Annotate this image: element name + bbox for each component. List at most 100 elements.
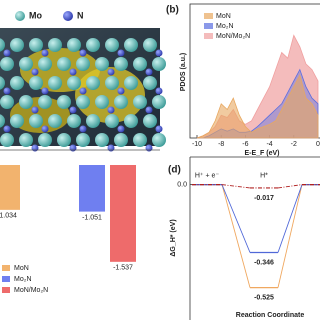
n-atom [145,144,153,152]
n-atom [107,106,115,114]
mo-atom [19,133,33,147]
legend-label: Mo₂N [14,276,32,283]
legend-label: N [77,10,84,20]
mo-atom [76,57,90,71]
mo-atom [29,114,43,128]
mo-atom [95,95,109,109]
mo-atom [19,57,33,71]
mo-atom [114,133,128,147]
value-label: -1.537 [113,265,133,272]
n-atom [69,144,77,152]
legend-marker [15,11,25,21]
n-atom [3,49,11,57]
mo-atom [48,38,62,52]
pdos-area [196,74,319,139]
mo-atom [29,38,43,52]
mo-atom [86,76,100,90]
legend-label: MoN [14,265,29,272]
x-tick-label: 0 [316,141,320,148]
n-atom [79,87,87,95]
connector [277,184,303,253]
bar [79,165,105,212]
mo-atom [105,114,119,128]
n-atom [107,144,115,152]
mo-atom [38,133,52,147]
mo-atom [0,95,14,109]
mo-atom [105,76,119,90]
mo-atom [95,57,109,71]
connector [277,184,303,288]
mo-atom [124,114,138,128]
mo-atom [48,114,62,128]
mo-atom [133,95,147,109]
mo-atom [143,76,157,90]
y-axis-label: ΔG_H* (eV) [170,219,177,256]
panel-label: (b) [166,5,179,16]
connector [277,184,303,189]
y-axis-label: PDOS (a.u.) [180,53,187,92]
mo-atom [0,57,14,71]
x-tick-label: -10 [192,141,202,148]
n-atom [41,49,49,57]
mo-atom [0,114,5,128]
x-tick-label: -4 [266,141,272,148]
n-atom [3,125,11,133]
mo-atom [133,133,147,147]
structure-image [0,28,166,152]
mo-atom [57,133,71,147]
n-atom [155,125,163,133]
mo-atom [67,38,81,52]
value-label: -1.051 [82,214,102,221]
bar [110,165,136,262]
legend-label: MoN/Mo₂N [216,33,250,40]
value-label: -0.346 [254,259,274,266]
mo-atom [67,76,81,90]
mo-atom [0,133,14,147]
mo-atom [19,95,33,109]
category-label: H* [260,172,268,179]
n-atom [155,49,163,57]
legend-marker [63,11,73,21]
value-label: -0.017 [254,195,274,202]
x-axis-label: Reaction Coordinate [236,312,305,319]
mo-atom [133,57,147,71]
mo-atom [10,76,24,90]
panel-label: (d) [168,165,181,176]
x-tick-label: -8 [218,141,224,148]
mo-atom [86,114,100,128]
mo-atom [152,57,166,71]
connector [221,184,251,189]
legend-swatch [2,265,10,271]
n-atom [69,106,77,114]
mo-atom [95,133,109,147]
legend-swatch [204,33,213,39]
mo-atom [86,38,100,52]
mo-atom [57,95,71,109]
connector [221,184,251,253]
n-atom [41,125,49,133]
n-atom [117,49,125,57]
mo-atom [76,95,90,109]
legend-swatch [204,13,213,19]
legend-swatch [2,276,10,282]
mo-atom [124,38,138,52]
legend-swatch [204,23,213,29]
n-atom [31,106,39,114]
x-tick-label: -2 [291,141,297,148]
mo-atom [38,95,52,109]
mo-atom [38,57,52,71]
value-label: -1.034 [0,213,17,220]
mo-atom [143,38,157,52]
mo-atom [114,95,128,109]
y-tick-label: 0.0 [177,181,187,188]
n-atom [145,106,153,114]
mo-atom [124,76,138,90]
n-atom [145,68,153,76]
n-atom [69,68,77,76]
n-atom [117,125,125,133]
mo-atom [143,114,157,128]
mo-atom [76,133,90,147]
legend-label: Mo₂N [216,23,234,30]
mo-atom [114,57,128,71]
